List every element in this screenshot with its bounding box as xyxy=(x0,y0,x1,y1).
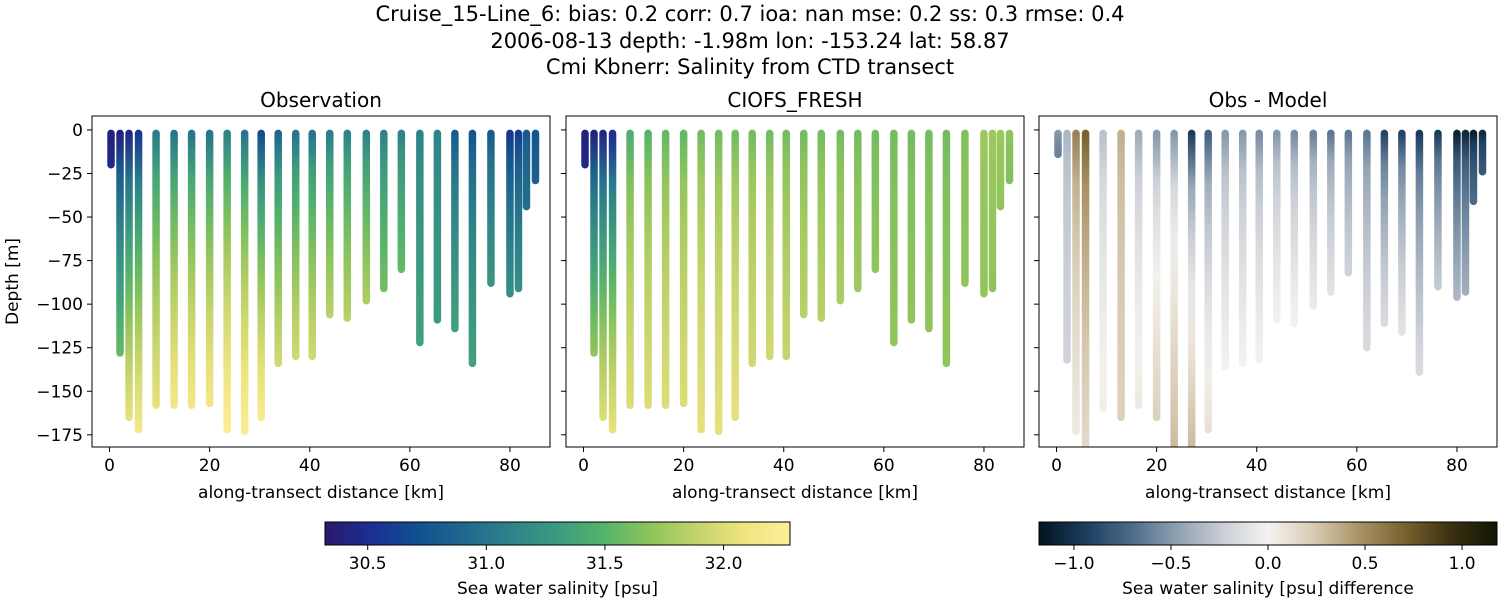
x-tick-label: 0 xyxy=(1051,456,1062,476)
y-tick-label: −75 xyxy=(47,252,83,272)
panel-title: Obs - Model xyxy=(1209,88,1328,112)
colorbar-gradient xyxy=(324,521,791,546)
x-tick-label: 0 xyxy=(578,456,589,476)
panel-1: 0 20 40 60 80 0 −25 −50 −75 −100 −125 −150 −175 Obser… xyxy=(3,88,551,503)
colorbar-tick-label: 1.0 xyxy=(1449,554,1476,574)
plot-frame xyxy=(1038,115,1498,448)
figure-title-line-1: Cruise_15-Line_6: bias: 0.2 corr: 0.7 io… xyxy=(375,2,1125,26)
colorbar-1: 30.5 31.0 31.5 32.0 Sea water salinity [psu] xyxy=(324,521,791,599)
x-axis-label: along-transect distance [km] xyxy=(1145,483,1391,503)
colorbar-tick-label: 32.0 xyxy=(705,554,743,574)
x-tick-label: 40 xyxy=(299,456,321,476)
x-tick-label: 80 xyxy=(1446,456,1468,476)
colorbar-tick-label: 31.0 xyxy=(467,554,505,574)
y-tick-label: −25 xyxy=(47,164,83,184)
x-tick-label: 40 xyxy=(1246,456,1268,476)
x-tick-label: 0 xyxy=(104,456,115,476)
x-tick-label: 20 xyxy=(673,456,695,476)
y-axis-label: Depth [m] xyxy=(3,238,23,325)
panel-2: 0 20 40 60 80 CIOFS_FRESH along-transect dista… xyxy=(561,88,1025,503)
y-tick-label: −150 xyxy=(36,382,83,402)
colorbar-tick-label: −0.5 xyxy=(1150,554,1191,574)
cast-profiles xyxy=(107,129,540,436)
colorbar-label: Sea water salinity [psu] difference xyxy=(1122,579,1414,599)
plot-frame xyxy=(565,115,1025,448)
x-axis-label: along-transect distance [km] xyxy=(198,483,444,503)
y-tick-label: −50 xyxy=(47,208,83,228)
colorbar-tick-label: 0.5 xyxy=(1352,554,1379,574)
panel-title: CIOFS_FRESH xyxy=(727,88,862,112)
colorbar-tick-label: −1.0 xyxy=(1053,554,1094,574)
x-tick-label: 80 xyxy=(973,456,995,476)
y-tick-label: −175 xyxy=(36,426,83,446)
y-tick-label: −125 xyxy=(36,339,83,359)
x-tick-label: 60 xyxy=(399,456,421,476)
x-tick-label: 60 xyxy=(873,456,895,476)
x-axis-label: along-transect distance [km] xyxy=(672,483,918,503)
plot-frame xyxy=(91,115,551,448)
colorbar-tick-label: 31.5 xyxy=(586,554,624,574)
colorbar-2: −1.0 −0.5 0.0 0.5 1.0 Sea water salinity [psu… xyxy=(1038,521,1498,599)
panel-title: Observation xyxy=(260,88,382,112)
y-tick-label: 0 xyxy=(72,121,83,141)
colorbar-tick-label: 30.5 xyxy=(349,554,387,574)
colorbar-tick-label: 0.0 xyxy=(1254,554,1281,574)
colorbar-gradient xyxy=(1038,521,1498,546)
y-tick-label: −100 xyxy=(36,295,83,315)
colorbar-label: Sea water salinity [psu] xyxy=(457,579,658,599)
figure-title-line-2: 2006-08-13 depth: -1.98m lon: -153.24 la… xyxy=(490,29,1010,53)
panel-3: 0 20 40 60 80 Obs - Model along-transect dista… xyxy=(1034,88,1498,503)
cast-profiles xyxy=(1054,129,1487,447)
x-tick-label: 80 xyxy=(499,456,521,476)
figure-title-line-3: Cmi Kbnerr: Salinity from CTD transect xyxy=(545,55,955,79)
x-tick-label: 20 xyxy=(1146,456,1168,476)
x-tick-label: 40 xyxy=(773,456,795,476)
x-tick-label: 20 xyxy=(199,456,221,476)
x-tick-label: 60 xyxy=(1346,456,1368,476)
cast-profiles xyxy=(581,129,1014,436)
